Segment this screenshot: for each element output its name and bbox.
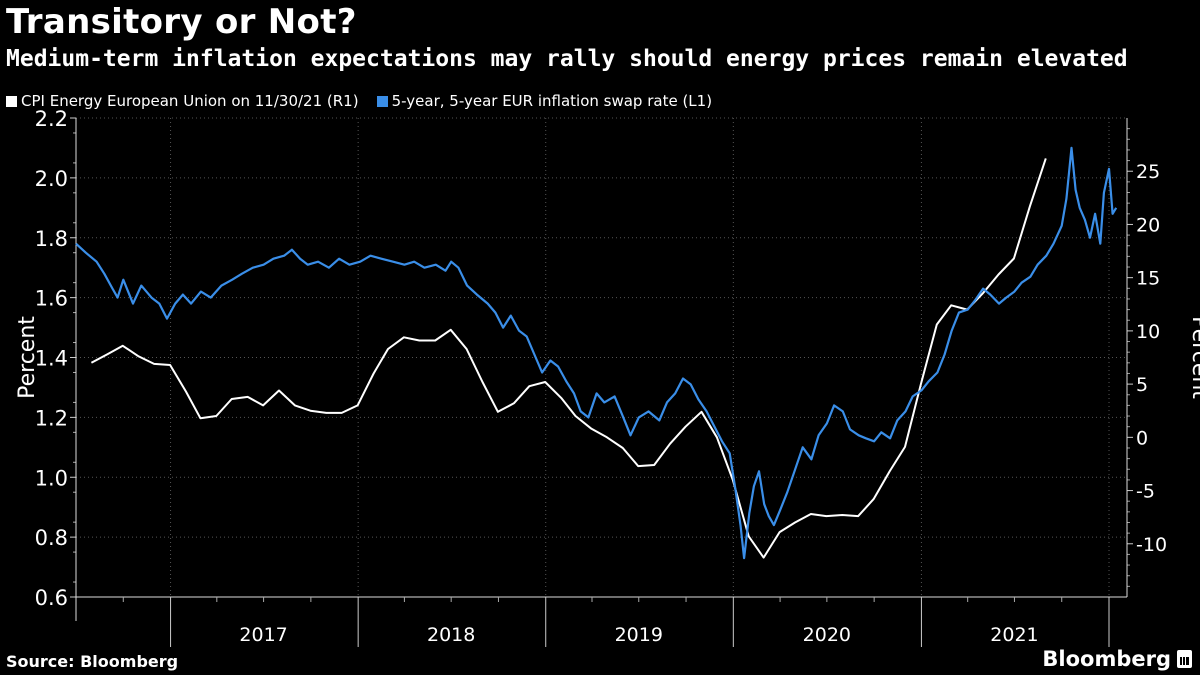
y-tick-label-right: 25 (1136, 161, 1160, 183)
legend: CPI Energy European Union on 11/30/21 (R… (6, 92, 730, 110)
y-tick-label-left: 0.6 (35, 586, 68, 610)
chart-subtitle: Medium-term inflation expectations may r… (6, 46, 1128, 72)
legend-label-energy: CPI Energy European Union on 11/30/21 (R… (21, 92, 359, 110)
brand-name: Bloomberg (1042, 647, 1171, 671)
y-tick-label-right: 5 (1136, 374, 1148, 396)
x-tick-label: 2018 (427, 624, 475, 646)
y-tick-label-right: 15 (1136, 268, 1160, 290)
y-tick-label-left: 1.2 (35, 406, 68, 430)
bloomberg-logo-icon (1177, 650, 1192, 668)
y-tick-label-left: 1.0 (35, 466, 68, 490)
y-tick-label-left: 1.8 (35, 227, 68, 251)
legend-swatch-energy (6, 95, 17, 107)
legend-label-swap: 5-year, 5-year EUR inflation swap rate (… (391, 92, 713, 110)
x-tick-label: 2019 (615, 624, 663, 646)
y-tick-label-left: 2.0 (35, 167, 68, 191)
x-tick-label: 2021 (990, 624, 1038, 646)
legend-swatch-swap (376, 95, 388, 107)
x-tick-label: 2017 (239, 624, 287, 646)
chart-title: Transitory or Not? (6, 2, 357, 42)
brand: Bloomberg (1042, 647, 1192, 671)
legend-item-swap: 5-year, 5-year EUR inflation swap rate (… (376, 92, 713, 110)
y-tick-label-right: 10 (1136, 321, 1160, 343)
y-axis-label-right: Percent (1186, 316, 1200, 399)
y-axis-label-left: Percent (14, 316, 40, 399)
legend-item-energy: CPI Energy European Union on 11/30/21 (R… (6, 92, 359, 110)
y-tick-label-left: 2.2 (35, 107, 68, 131)
y-tick-label-left: 1.4 (35, 347, 68, 371)
y-tick-label-right: 0 (1136, 427, 1148, 449)
series-line-swap (75, 146, 1118, 560)
x-tick-label: 2020 (803, 624, 851, 646)
y-tick-label-left: 0.8 (35, 526, 68, 550)
y-tick-label-right: 20 (1136, 214, 1160, 236)
y-tick-label-right: -5 (1136, 481, 1155, 503)
y-tick-label-left: 1.6 (35, 287, 68, 311)
series-line-energy (90, 158, 1047, 559)
source-note: Source: Bloomberg (6, 652, 179, 671)
y-tick-label-right: -10 (1136, 534, 1167, 556)
